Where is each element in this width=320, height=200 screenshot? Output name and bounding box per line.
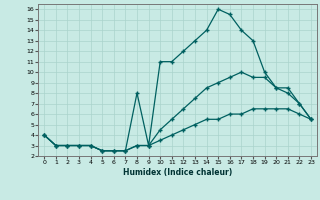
X-axis label: Humidex (Indice chaleur): Humidex (Indice chaleur) [123,168,232,177]
